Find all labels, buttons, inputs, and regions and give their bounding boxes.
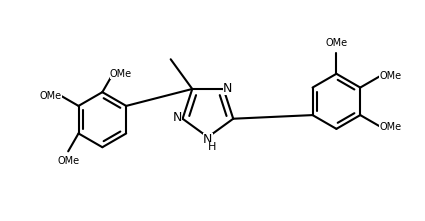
Text: H: H [207,142,216,152]
Text: OMe: OMe [379,122,401,131]
Text: OMe: OMe [379,71,401,81]
Text: N: N [173,111,182,124]
Text: N: N [223,82,232,95]
Text: OMe: OMe [40,91,62,101]
Text: N: N [203,133,212,146]
Text: OMe: OMe [110,69,132,79]
Text: OMe: OMe [57,156,79,166]
Text: OMe: OMe [326,38,348,48]
